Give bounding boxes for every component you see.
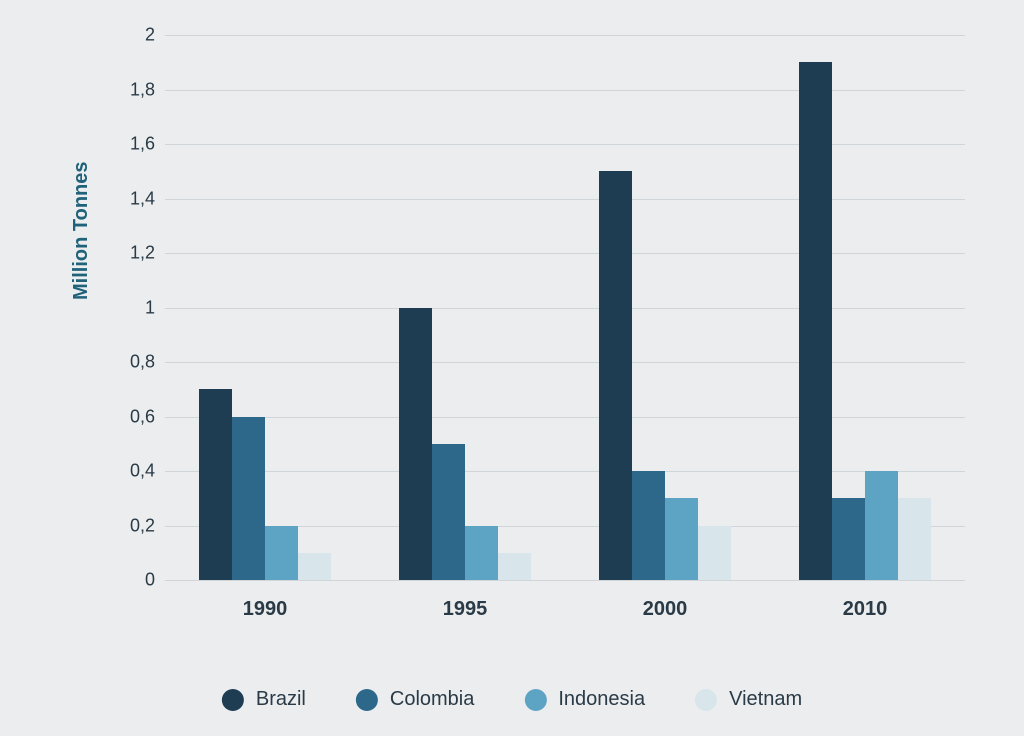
legend-swatch-icon bbox=[524, 689, 546, 711]
bar-brazil-2010 bbox=[799, 62, 832, 580]
gridline bbox=[165, 199, 965, 200]
bar-indonesia-1990 bbox=[265, 526, 298, 581]
x-tick-label: 2000 bbox=[643, 598, 688, 621]
y-tick-label: 1,4 bbox=[115, 188, 155, 209]
legend-label: Indonesia bbox=[558, 688, 645, 711]
bar-brazil-1990 bbox=[199, 389, 232, 580]
gridline bbox=[165, 308, 965, 309]
legend-label: Vietnam bbox=[729, 688, 802, 711]
bar-indonesia-2010 bbox=[865, 471, 898, 580]
gridline bbox=[165, 471, 965, 472]
gridline bbox=[165, 580, 965, 581]
legend-swatch-icon bbox=[356, 689, 378, 711]
legend: Brazil Colombia Indonesia Vietnam bbox=[222, 688, 802, 711]
chart-container: Million Tonnes Brazil Colombia Indonesia Vi… bbox=[0, 0, 1024, 736]
y-tick-label: 1,8 bbox=[115, 79, 155, 100]
legend-swatch-icon bbox=[222, 689, 244, 711]
y-tick-label: 0 bbox=[115, 570, 155, 591]
legend-item-vietnam: Vietnam bbox=[695, 688, 802, 711]
bar-colombia-1995 bbox=[432, 444, 465, 580]
x-tick-label: 2010 bbox=[843, 598, 888, 621]
gridline bbox=[165, 362, 965, 363]
bar-indonesia-2000 bbox=[665, 498, 698, 580]
bar-colombia-2010 bbox=[832, 498, 865, 580]
legend-item-colombia: Colombia bbox=[356, 688, 474, 711]
y-tick-label: 0,4 bbox=[115, 461, 155, 482]
bar-indonesia-1995 bbox=[465, 526, 498, 581]
y-axis-label: Million Tonnes bbox=[70, 161, 93, 300]
gridline bbox=[165, 35, 965, 36]
legend-swatch-icon bbox=[695, 689, 717, 711]
legend-item-brazil: Brazil bbox=[222, 688, 306, 711]
y-tick-label: 1 bbox=[115, 297, 155, 318]
legend-item-indonesia: Indonesia bbox=[524, 688, 645, 711]
y-tick-label: 0,8 bbox=[115, 352, 155, 373]
y-tick-label: 0,2 bbox=[115, 515, 155, 536]
plot-area bbox=[165, 35, 965, 580]
y-tick-label: 2 bbox=[115, 25, 155, 46]
x-tick-label: 1990 bbox=[243, 598, 288, 621]
gridline bbox=[165, 90, 965, 91]
bar-vietnam-1990 bbox=[298, 553, 331, 580]
y-tick-label: 0,6 bbox=[115, 406, 155, 427]
x-tick-label: 1995 bbox=[443, 598, 488, 621]
bar-colombia-1990 bbox=[232, 417, 265, 581]
bar-brazil-1995 bbox=[399, 308, 432, 581]
bar-brazil-2000 bbox=[599, 171, 632, 580]
bar-vietnam-2010 bbox=[898, 498, 931, 580]
gridline bbox=[165, 417, 965, 418]
gridline bbox=[165, 253, 965, 254]
legend-label: Brazil bbox=[256, 688, 306, 711]
bar-vietnam-2000 bbox=[698, 526, 731, 581]
bar-vietnam-1995 bbox=[498, 553, 531, 580]
y-tick-label: 1,2 bbox=[115, 243, 155, 264]
y-tick-label: 1,6 bbox=[115, 134, 155, 155]
bar-colombia-2000 bbox=[632, 471, 665, 580]
gridline bbox=[165, 144, 965, 145]
legend-label: Colombia bbox=[390, 688, 474, 711]
